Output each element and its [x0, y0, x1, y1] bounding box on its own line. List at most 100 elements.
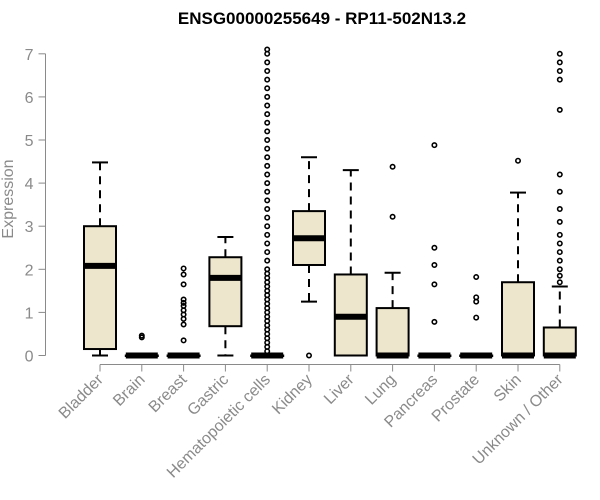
- outlier-point: [264, 249, 271, 256]
- outlier-point: [556, 106, 563, 113]
- box-unknown-other: [542, 50, 577, 359]
- x-tick-label: Kidney: [269, 371, 316, 418]
- outlier-point: [556, 231, 563, 238]
- outlier-point: [556, 249, 563, 256]
- outlier-point: [264, 68, 271, 75]
- outlier-point: [264, 231, 271, 238]
- outlier-point: [556, 50, 563, 57]
- outlier-point: [305, 352, 312, 359]
- outlier-point: [473, 294, 480, 301]
- outlier-point: [556, 171, 563, 178]
- box-hematopoietic-cells: [250, 46, 285, 359]
- y-tick-label: 4: [25, 176, 34, 193]
- outlier-point: [556, 272, 563, 279]
- x-tick-label: Brain: [110, 371, 148, 409]
- outlier-point: [180, 337, 187, 344]
- outlier-point: [431, 244, 438, 251]
- x-tick-label: Skin: [491, 371, 525, 405]
- box-lung: [375, 163, 410, 359]
- outlier-point: [556, 59, 563, 66]
- outlier-point: [180, 321, 187, 328]
- outlier-point: [264, 188, 271, 195]
- outlier-point: [264, 180, 271, 187]
- x-tick-label: Lung: [362, 371, 399, 408]
- outlier-point: [473, 314, 480, 321]
- outlier-point: [556, 266, 563, 273]
- y-tick-label: 6: [25, 90, 34, 107]
- outlier-point: [264, 257, 271, 264]
- outlier-point: [180, 302, 187, 309]
- outlier-point: [264, 154, 271, 161]
- outlier-point: [264, 145, 271, 152]
- outlier-point: [264, 119, 271, 126]
- outlier-point: [556, 76, 563, 83]
- box-skin: [501, 157, 535, 359]
- outlier-point: [556, 68, 563, 75]
- chart-title: ENSG00000255649 - RP11-502N13.2: [178, 9, 466, 28]
- outlier-point: [431, 281, 438, 288]
- y-tick-label: 5: [25, 133, 34, 150]
- outlier-point: [431, 142, 438, 149]
- box-bladder: [83, 161, 117, 357]
- outlier-point: [264, 266, 271, 273]
- outlier-point: [264, 111, 271, 118]
- y-axis: 0 1 2 3 4 5 6 7: [25, 47, 46, 366]
- outlier-point: [264, 137, 271, 144]
- outlier-point: [556, 240, 563, 247]
- y-tick-label: 3: [25, 219, 34, 236]
- x-tick-label: Bladder: [56, 371, 107, 422]
- outlier-point: [556, 188, 563, 195]
- outlier-point: [264, 205, 271, 212]
- outlier-point: [556, 218, 563, 225]
- outlier-point: [264, 102, 271, 109]
- box-brain: [124, 332, 159, 359]
- box-iqr: [375, 307, 410, 357]
- outlier-point: [264, 197, 271, 204]
- outlier-point: [264, 76, 271, 83]
- outlier-point: [473, 274, 480, 281]
- outlier-point: [264, 85, 271, 92]
- outlier-point: [389, 213, 396, 220]
- box-iqr: [542, 326, 577, 357]
- outlier-point: [431, 261, 438, 268]
- box-iqr: [208, 256, 243, 328]
- x-tick-label: Liver: [321, 371, 358, 408]
- outlier-point: [264, 223, 271, 230]
- outlier-point: [180, 296, 187, 303]
- outlier-point: [556, 205, 563, 212]
- outlier-point: [264, 162, 271, 169]
- box-breast: [166, 265, 201, 359]
- y-tick-label: 7: [25, 47, 34, 64]
- box-pancreas: [417, 142, 452, 359]
- outlier-point: [264, 128, 271, 135]
- box-gastric: [208, 235, 243, 357]
- outlier-point: [180, 281, 187, 288]
- outlier-point: [431, 318, 438, 325]
- outlier-point: [264, 46, 271, 53]
- outlier-point: [180, 265, 187, 272]
- y-tick-label: 0: [25, 349, 34, 366]
- boxes-layer: [83, 46, 577, 359]
- outlier-point: [389, 163, 396, 170]
- outlier-point: [556, 257, 563, 264]
- outlier-point: [138, 332, 145, 339]
- outlier-point: [514, 157, 521, 164]
- y-tick-label: 2: [25, 262, 34, 279]
- box-iqr: [83, 225, 117, 351]
- box-liver: [333, 169, 368, 357]
- box-iqr: [501, 281, 535, 357]
- outlier-point: [264, 59, 271, 66]
- y-tick-label: 1: [25, 305, 34, 322]
- outlier-point: [264, 214, 271, 221]
- outlier-point: [264, 93, 271, 100]
- y-axis-label: Expression: [0, 159, 17, 238]
- outlier-point: [556, 279, 563, 286]
- box-prostate: [459, 274, 494, 359]
- outlier-point: [264, 240, 271, 247]
- box-kidney: [292, 156, 326, 359]
- outlier-point: [264, 171, 271, 178]
- outlier-point: [180, 299, 187, 306]
- outlier-point: [180, 271, 187, 278]
